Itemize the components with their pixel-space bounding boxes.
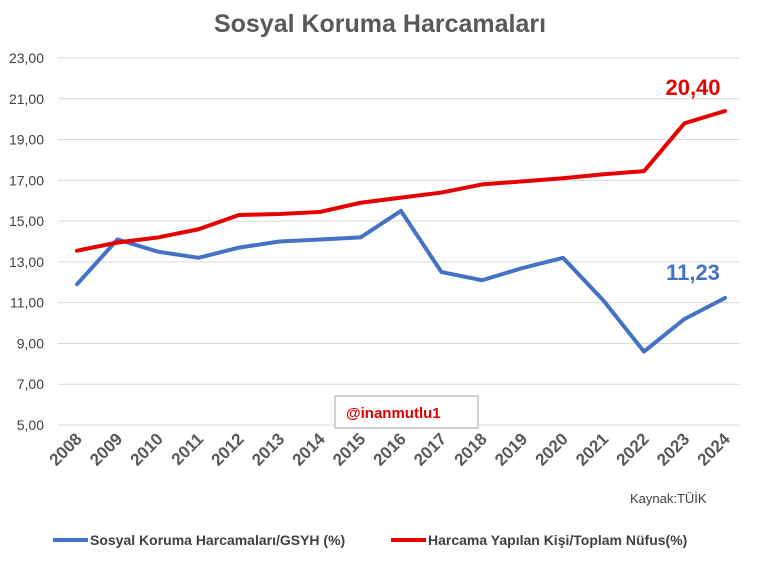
x-tick-label: 2010: [127, 429, 167, 469]
series-layer: [75, 109, 727, 354]
x-tick-label: 2022: [613, 429, 653, 469]
x-tick-label: 2019: [491, 429, 531, 469]
chart-title: Sosyal Koruma Harcamaları: [214, 10, 546, 38]
y-tick-label: 13,00: [9, 254, 44, 270]
x-axis-ticks: 2008 2009 2010 2011 2012 2013 2014 2015 2016 2017…: [46, 429, 735, 470]
x-tick-label: 2023: [653, 429, 693, 469]
legend-label: Harcama Yapılan Kişi/Toplam Nüfus(%): [428, 532, 687, 548]
y-tick-label: 9,00: [17, 335, 44, 351]
y-tick-label: 17,00: [9, 172, 44, 188]
y-tick-label: 7,00: [17, 376, 44, 392]
x-tick-label: 2016: [370, 429, 410, 469]
series-end-label: 11,23: [666, 260, 720, 285]
x-tick-label: 2017: [410, 429, 450, 469]
x-tick-label: 2012: [208, 429, 248, 469]
series-line-0: [75, 208, 727, 354]
watermark: @inanmutlu1: [334, 395, 479, 429]
x-tick-label: 2021: [572, 429, 612, 469]
y-tick-label: 21,00: [9, 91, 44, 107]
grid-layer: [58, 57, 740, 426]
end-labels: 11,23 20,40: [665, 75, 720, 285]
series-end-label: 20,40: [665, 75, 720, 100]
legend: Sosyal Koruma Harcamaları/GSYH (%) Harcam…: [53, 532, 687, 548]
x-tick-label: 2015: [329, 429, 369, 469]
watermark-text: @inanmutlu1: [346, 405, 441, 422]
x-tick-label: 2011: [168, 429, 208, 469]
legend-label: Sosyal Koruma Harcamaları/GSYH (%): [90, 532, 345, 548]
x-tick-label: 2018: [451, 429, 491, 469]
x-tick-label: 2013: [248, 429, 288, 469]
y-tick-label: 19,00: [9, 132, 44, 148]
source-text: Kaynak:TÜİK: [630, 491, 707, 506]
x-tick-label: 2008: [46, 429, 86, 469]
series-line-1: [75, 109, 727, 253]
x-tick-label: 2020: [532, 429, 572, 469]
y-tick-label: 15,00: [9, 213, 44, 229]
y-tick-label: 11,00: [10, 295, 44, 311]
x-tick-label: 2009: [86, 429, 126, 469]
y-tick-label: 5,00: [17, 417, 44, 433]
watermark-box: [334, 395, 479, 429]
x-tick-label: 2024: [694, 429, 735, 470]
x-tick-label: 2014: [289, 429, 330, 470]
y-axis-ticks: 5,00 7,00 9,00 11,00 13,00 15,00 17,00 19,00 21,…: [9, 50, 44, 433]
y-tick-label: 23,00: [9, 50, 44, 66]
